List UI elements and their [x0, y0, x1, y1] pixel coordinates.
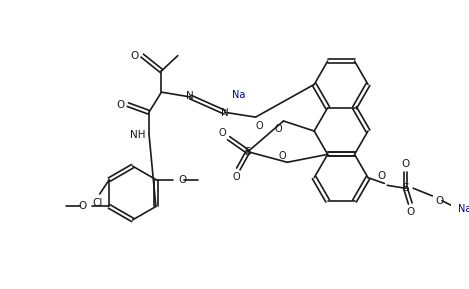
Text: O: O: [435, 196, 444, 206]
Text: O: O: [256, 121, 263, 131]
Text: O: O: [279, 151, 286, 161]
Text: O: O: [378, 171, 386, 181]
Text: O: O: [406, 207, 415, 217]
Text: O: O: [178, 175, 186, 185]
Text: O: O: [401, 159, 409, 169]
Text: NH: NH: [129, 130, 145, 140]
Text: O: O: [218, 128, 226, 138]
Text: Cl: Cl: [92, 198, 103, 208]
Text: Na: Na: [232, 90, 245, 100]
Text: S: S: [245, 147, 251, 157]
Text: O: O: [275, 124, 282, 134]
Text: N: N: [186, 91, 194, 101]
Text: O: O: [116, 100, 124, 110]
Text: O: O: [130, 51, 139, 61]
Text: S: S: [402, 183, 409, 193]
Text: Na: Na: [458, 204, 469, 214]
Text: O: O: [233, 172, 240, 182]
Text: O: O: [78, 201, 86, 212]
Text: N: N: [221, 108, 229, 118]
